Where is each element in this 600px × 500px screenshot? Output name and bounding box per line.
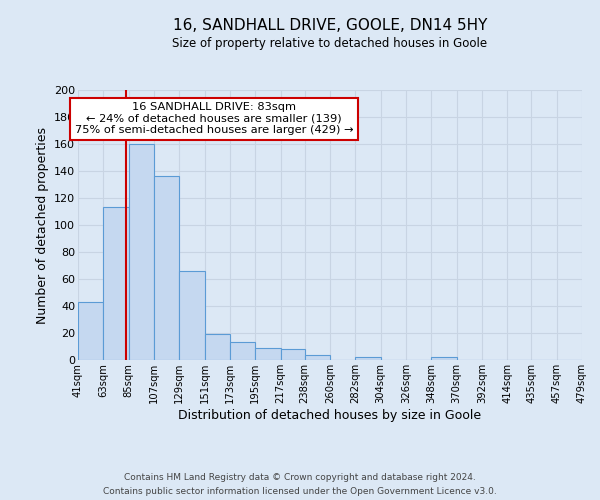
Bar: [179, 271, 205, 360]
Text: Contains public sector information licensed under the Open Government Licence v3: Contains public sector information licen…: [103, 488, 497, 496]
Bar: [255, 348, 281, 360]
Bar: [230, 342, 255, 360]
X-axis label: Distribution of detached houses by size in Goole: Distribution of detached houses by size …: [178, 408, 482, 422]
Bar: [78, 302, 103, 360]
Text: Size of property relative to detached houses in Goole: Size of property relative to detached ho…: [172, 38, 488, 51]
Bar: [305, 354, 330, 360]
Bar: [431, 358, 457, 360]
Bar: [205, 334, 230, 360]
Bar: [281, 349, 305, 360]
Bar: [103, 208, 128, 360]
Text: Contains HM Land Registry data © Crown copyright and database right 2024.: Contains HM Land Registry data © Crown c…: [124, 472, 476, 482]
Bar: [128, 144, 154, 360]
Y-axis label: Number of detached properties: Number of detached properties: [35, 126, 49, 324]
Text: 16 SANDHALL DRIVE: 83sqm
← 24% of detached houses are smaller (139)
75% of semi-: 16 SANDHALL DRIVE: 83sqm ← 24% of detach…: [75, 102, 353, 136]
Text: 16, SANDHALL DRIVE, GOOLE, DN14 5HY: 16, SANDHALL DRIVE, GOOLE, DN14 5HY: [173, 18, 487, 32]
Bar: [154, 176, 179, 360]
Bar: [355, 358, 380, 360]
